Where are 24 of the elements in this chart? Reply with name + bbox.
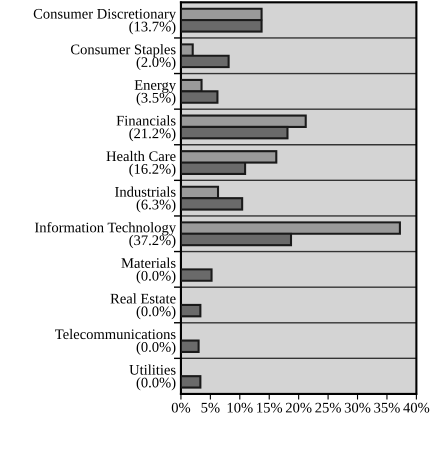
bar (180, 340, 200, 353)
bar (180, 304, 202, 318)
x-tick-label: 30% (344, 402, 370, 413)
x-tick-label: 0% (172, 402, 190, 413)
y-tick-label: Real Estate (0.0%) (110, 293, 176, 320)
y-tick-label: Financials (21.2%) (116, 115, 176, 142)
y-tick-label: Consumer Discretionary (13.7%) (34, 8, 176, 34)
y-tick-label: Consumer Staples (2.0%) (70, 44, 176, 70)
y-tick-label: Telecommunications (0.0%) (55, 328, 176, 355)
x-tick-label: 15% (257, 402, 282, 413)
x-tick-label: 40% (403, 402, 430, 413)
y-tick-label: Health Care (16.2%) (106, 150, 176, 177)
y-tick-label: Materials (0.0%) (121, 258, 176, 284)
x-tick-label: 5% (202, 402, 220, 413)
y-tick-label: Utilities (0.0%) (129, 364, 176, 390)
y-tick-label: Information Technology (37.2%) (34, 222, 176, 248)
y-tick-label: Industrials (6.3%) (115, 186, 176, 212)
x-tick-label: 20% (286, 402, 312, 413)
y-tick-label: Energy (3.5%) (134, 80, 176, 106)
x-tick-label: 25% (315, 402, 341, 413)
bar (180, 268, 213, 282)
x-tick-label: 10% (228, 402, 253, 413)
bar (180, 375, 202, 389)
x-tick-label: 35% (374, 402, 400, 413)
